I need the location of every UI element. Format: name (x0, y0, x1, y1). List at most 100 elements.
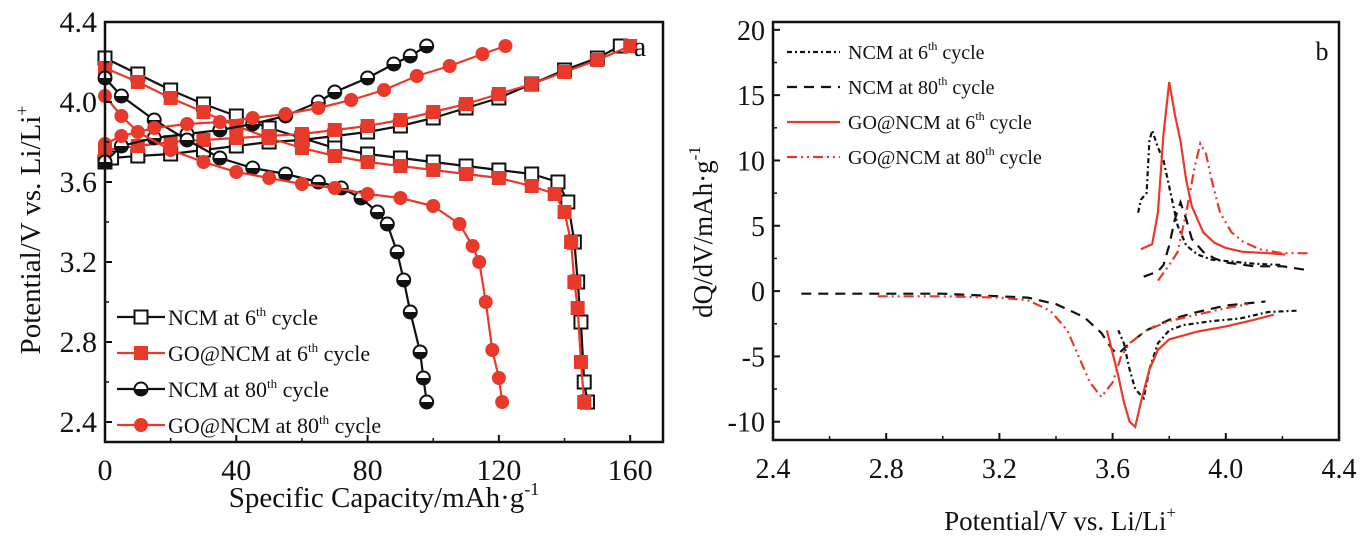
go-at-ncm-at-80th-cycle-charge-point (180, 117, 195, 131)
ncm-at-6th-cycle-discharge-point (524, 166, 540, 182)
panel-a-legend-item: GO@NCM at 6th cycle (117, 340, 370, 366)
panel-a-x-tick-label: 40 (221, 454, 251, 487)
panel-a-x-axis-title-sup: -1 (524, 479, 539, 499)
go-at-ncm-at-80th-cycle-charge-point (278, 107, 293, 121)
go-at-ncm-at-6th-cycle-charge-point (491, 87, 506, 101)
go-at-ncm-at-6th-cycle-discharge-point (294, 141, 309, 155)
panel-a-x-axis-title: Specific Capacity/mAh·g-1 (229, 479, 540, 514)
ncm-at-80th-cycle-discharge-point-fill (380, 224, 394, 231)
legend-label-main: GO@NCM at 6 (848, 112, 975, 134)
ncm-at-80th-cycle-charge-point (386, 56, 402, 72)
ncm-at-80th-cycle-discharge-point (212, 150, 228, 166)
go-at-ncm-at-6th-cycle-charge-point (557, 65, 572, 79)
go-at-ncm-at-80th-cycle-charge-point (442, 59, 457, 73)
panel-b-x-tick-label: 3.6 (1095, 454, 1130, 485)
go-at-ncm-at-6th-cycle-charge-point (623, 39, 638, 53)
go-at-ncm-at-6th-cycle-discharge-point (567, 275, 582, 289)
panel-a-x-tick-label: 80 (353, 454, 383, 487)
panel-a-curves (97, 38, 638, 410)
legend-label: NCM at 6th cycle (168, 304, 318, 330)
panel-b-y-tick-label: 20 (737, 16, 765, 47)
go-at-ncm-at-80th-cycle-charge-point (475, 47, 490, 61)
panel-b-x-tick-label: 4.4 (1322, 454, 1357, 485)
go-at-ncm-at-6th-cycle-charge-point (393, 113, 408, 127)
go-at-ncm-at-80th-cycle-discharge-point (472, 255, 487, 269)
legend-label-sup: th (256, 304, 267, 319)
panel-b-x-axis-title-main: Potential/V vs. Li/Li (944, 506, 1166, 536)
panel-b-y-tick-label: 10 (737, 146, 765, 177)
go-at-ncm-at-6th-cycle-charge-point (459, 97, 474, 111)
panel-b-y-tick-label: -5 (742, 342, 765, 373)
go-at-ncm-at-80th-cycle-discharge-point (485, 343, 500, 357)
panel-a-x-axis-title-main: Specific Capacity/mAh·g (229, 482, 525, 514)
panel-b-x-tick-label: 4.0 (1208, 454, 1243, 485)
legend-label-main: GO@NCM at 6 (168, 341, 308, 366)
ncm-at-6th-cycle-charge-line (1137, 126, 1283, 267)
panel-b-y-tick-label: 5 (751, 212, 765, 243)
ncm-at-6th-cycle-discharge-line (1117, 309, 1297, 401)
ncm-at-80th-cycle-discharge-point (402, 304, 418, 320)
panel-b-legend-item: NCM at 6th cycle (787, 39, 985, 64)
go-at-ncm-at-80th-cycle-charge-line (1157, 140, 1308, 282)
go-at-ncm-at-6th-cycle-charge-point (196, 133, 211, 147)
panel-a-legend-item: NCM at 80th cycle (117, 376, 329, 402)
ncm-at-80th-cycle-charge-point-fill (403, 56, 417, 63)
legend-label-tail: cycle (318, 341, 370, 366)
legend-label: GO@NCM at 80th cycle (168, 412, 381, 438)
ncm-at-80th-cycle-discharge-point (379, 216, 395, 232)
ncm-at-80th-cycle-discharge-point (396, 272, 412, 288)
panel-a-y-axis-title: Potential/V vs. Li/Li+ (12, 106, 47, 355)
panel-b-x-tick-label: 2.4 (756, 454, 791, 485)
ncm-at-80th-cycle-charge-line (1143, 198, 1309, 278)
go-at-ncm-at-6th-cycle-discharge-point (547, 187, 562, 201)
legend-label-sup: th (985, 144, 994, 158)
panel-a-y-tick-label: 3.6 (60, 166, 98, 199)
go-at-ncm-at-80th-cycle-discharge-point (478, 295, 493, 309)
panel-b-y-tick-label: 15 (737, 81, 765, 112)
ncm-at-80th-cycle-discharge-point-fill (370, 212, 384, 219)
ncm-at-80th-cycle-charge-point-fill (420, 46, 434, 53)
panel-b-legend: NCM at 6th cycle NCM at 80th cycle GO@NCM … (787, 39, 1042, 169)
legend-label-main: NCM at 80 (168, 377, 267, 402)
legend-label: GO@NCM at 6th cycle (168, 340, 370, 366)
legend-marker (134, 346, 148, 360)
ncm-at-80th-cycle-discharge-point-fill (416, 378, 430, 385)
legend-label-tail: cycle (937, 42, 984, 64)
legend-label-sup: th (308, 340, 319, 355)
go-at-ncm-at-6th-cycle-discharge-point (491, 171, 506, 185)
go-at-ncm-at-80th-cycle-discharge-point (294, 177, 309, 191)
panel-b-x-tick-label: 3.2 (982, 454, 1017, 485)
go-at-ncm-at-6th-cycle-discharge-point (570, 301, 585, 315)
series-ncm-at-80th-cycle (801, 198, 1309, 356)
panel-a-charge-discharge: 0 40 80 120 160 2.4 2.8 3.2 3.6 4.0 4.4 a NCM at 6… (12, 6, 665, 514)
panel-a-y-tick-label: 2.4 (60, 406, 98, 439)
legend-label-tail: cycle (266, 305, 318, 330)
go-at-ncm-at-6th-cycle-discharge-point (524, 179, 539, 193)
go-at-ncm-at-6th-cycle-discharge-point (163, 91, 178, 105)
legend-label-tail: cycle (995, 147, 1042, 169)
series-go-at-ncm-at-6th-cycle (1105, 81, 1286, 430)
go-at-ncm-at-80th-cycle-charge-point (344, 93, 359, 107)
go-at-ncm-at-80th-cycle-discharge-point (360, 187, 375, 201)
ncm-at-80th-cycle-charge-point-fill (114, 146, 128, 153)
panel-a-x-tick-label: 0 (98, 454, 113, 487)
panel-a-y-axis-title-main: Potential/V vs. Li/Li (15, 116, 47, 355)
series-go-at-ncm-at-80th-cycle (98, 39, 513, 409)
go-at-ncm-at-6th-cycle-discharge-line (1105, 313, 1275, 430)
legend-label: GO@NCM at 80th cycle (848, 144, 1042, 169)
panel-b-dqdv: 2.4 2.8 3.2 3.6 4.0 4.4 -10 -5 0 5 10 15 20 b NCM at… (685, 16, 1357, 536)
go-at-ncm-at-80th-cycle-discharge-point (196, 155, 211, 169)
go-at-ncm-at-80th-cycle-charge-point (498, 39, 513, 53)
panel-b-legend-item: NCM at 80th cycle (787, 74, 995, 99)
panel-a-y-tick-label: 4.0 (60, 86, 98, 119)
panel-b-legend-item: GO@NCM at 6th cycle (787, 109, 1032, 134)
legend-marker (133, 309, 149, 325)
ncm-at-80th-cycle-discharge-point (389, 244, 405, 260)
panel-b-y-tick-label: -10 (728, 408, 765, 439)
go-at-ncm-at-6th-cycle-charge-point (360, 119, 375, 133)
go-at-ncm-at-6th-cycle-charge-point (294, 127, 309, 141)
ncm-at-80th-cycle-discharge-point-fill (420, 402, 434, 409)
ncm-at-80th-cycle-charge-point-fill (246, 124, 260, 131)
